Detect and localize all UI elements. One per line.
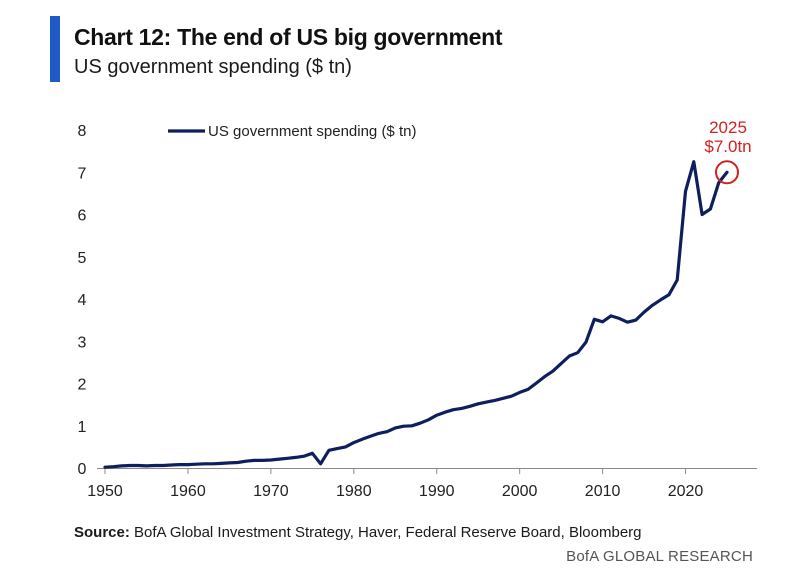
annotation-year: 2025 [709, 118, 747, 137]
y-tick-label: 8 [78, 123, 87, 140]
legend: US government spending ($ tn) [168, 123, 416, 140]
x-tick-label: 1980 [336, 483, 372, 500]
source-text: BofA Global Investment Strategy, Haver, … [134, 524, 642, 541]
title-accent-bar [50, 16, 60, 82]
annotation: 2025$7.0tn [704, 118, 752, 185]
chart-subtitle: US government spending ($ tn) [74, 56, 352, 78]
annotation-value: $7.0tn [704, 137, 751, 156]
y-tick-label: 5 [78, 250, 87, 267]
x-tick-label: 1950 [87, 483, 123, 500]
y-tick-label: 1 [78, 419, 87, 436]
y-tick-label: 3 [78, 334, 87, 351]
y-tick-label: 4 [78, 292, 87, 309]
x-tick-label: 2020 [668, 483, 704, 500]
source-label: Source: [74, 524, 130, 541]
chart-title: Chart 12: The end of US big government [74, 24, 503, 50]
x-tick-label: 1960 [170, 483, 206, 500]
y-tick-label: 7 [78, 165, 87, 182]
x-tick-label: 1970 [253, 483, 289, 500]
legend-label: US government spending ($ tn) [208, 123, 416, 140]
y-tick-label: 6 [78, 208, 87, 225]
source-note: Source: BofA Global Investment Strategy,… [74, 524, 642, 541]
y-axis: 0 1 2 3 4 5 6 7 8 [78, 123, 87, 478]
x-tick-label: 2000 [502, 483, 538, 500]
x-tick-label: 1990 [419, 483, 455, 500]
series-line-us-government-spending [103, 160, 729, 469]
x-axis: 1950 1960 1970 1980 1990 2000 2010 2020 [87, 468, 757, 500]
brand-label: BofA GLOBAL RESEARCH [566, 548, 753, 565]
x-tick-label: 2010 [585, 483, 621, 500]
y-tick-label: 0 [78, 461, 87, 478]
y-tick-label: 2 [78, 377, 87, 394]
series-layer [103, 160, 729, 469]
highlight-circle [715, 160, 739, 185]
